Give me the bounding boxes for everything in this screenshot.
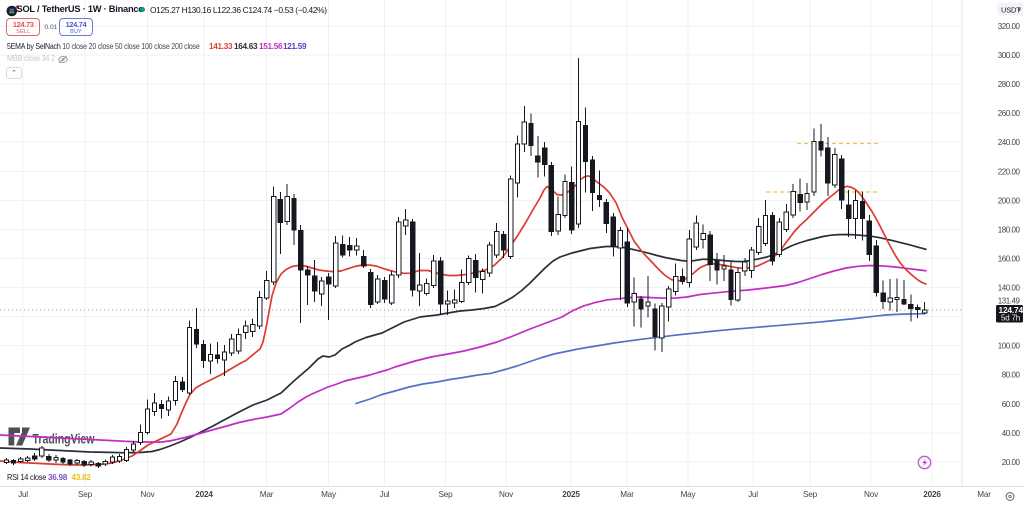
svg-text:60.00: 60.00 <box>1002 400 1021 409</box>
svg-text:100.00: 100.00 <box>998 342 1021 351</box>
svg-text:Nov: Nov <box>141 490 156 499</box>
svg-text:USDT: USDT <box>1001 6 1021 15</box>
svg-text:May: May <box>321 490 337 499</box>
svg-text:124.74: 124.74 <box>999 305 1024 315</box>
svg-text:2025: 2025 <box>562 490 580 499</box>
svg-text:Nov: Nov <box>864 490 879 499</box>
svg-text:Sep: Sep <box>803 490 818 499</box>
svg-text:Mar: Mar <box>620 490 634 499</box>
svg-text:300.00: 300.00 <box>998 51 1021 60</box>
svg-text:180.00: 180.00 <box>998 225 1021 234</box>
svg-text:220.00: 220.00 <box>998 167 1021 176</box>
svg-text:40.00: 40.00 <box>1002 429 1021 438</box>
svg-text:160.00: 160.00 <box>998 255 1021 264</box>
svg-text:Mar: Mar <box>977 490 991 499</box>
svg-text:Jul: Jul <box>748 490 758 499</box>
svg-text:140.00: 140.00 <box>998 284 1021 293</box>
svg-text:May: May <box>681 490 697 499</box>
svg-text:Nov: Nov <box>499 490 514 499</box>
svg-text:240.00: 240.00 <box>998 138 1021 147</box>
svg-text:▾: ▾ <box>1018 8 1021 14</box>
svg-text:Jul: Jul <box>380 490 390 499</box>
svg-text:Sep: Sep <box>78 490 93 499</box>
svg-text:2026: 2026 <box>923 490 941 499</box>
svg-text:80.00: 80.00 <box>1002 371 1021 380</box>
svg-text:260.00: 260.00 <box>998 109 1021 118</box>
svg-text:2024: 2024 <box>195 490 213 499</box>
svg-text:Mar: Mar <box>260 490 274 499</box>
svg-text:320.00: 320.00 <box>998 22 1021 31</box>
svg-text:Sep: Sep <box>439 490 454 499</box>
svg-text:131.49: 131.49 <box>998 296 1021 305</box>
svg-text:20.00: 20.00 <box>1002 458 1021 467</box>
svg-text:200.00: 200.00 <box>998 196 1021 205</box>
svg-text:Jul: Jul <box>18 490 28 499</box>
svg-text:280.00: 280.00 <box>998 80 1021 89</box>
svg-text:5d 7h: 5d 7h <box>1001 314 1020 323</box>
